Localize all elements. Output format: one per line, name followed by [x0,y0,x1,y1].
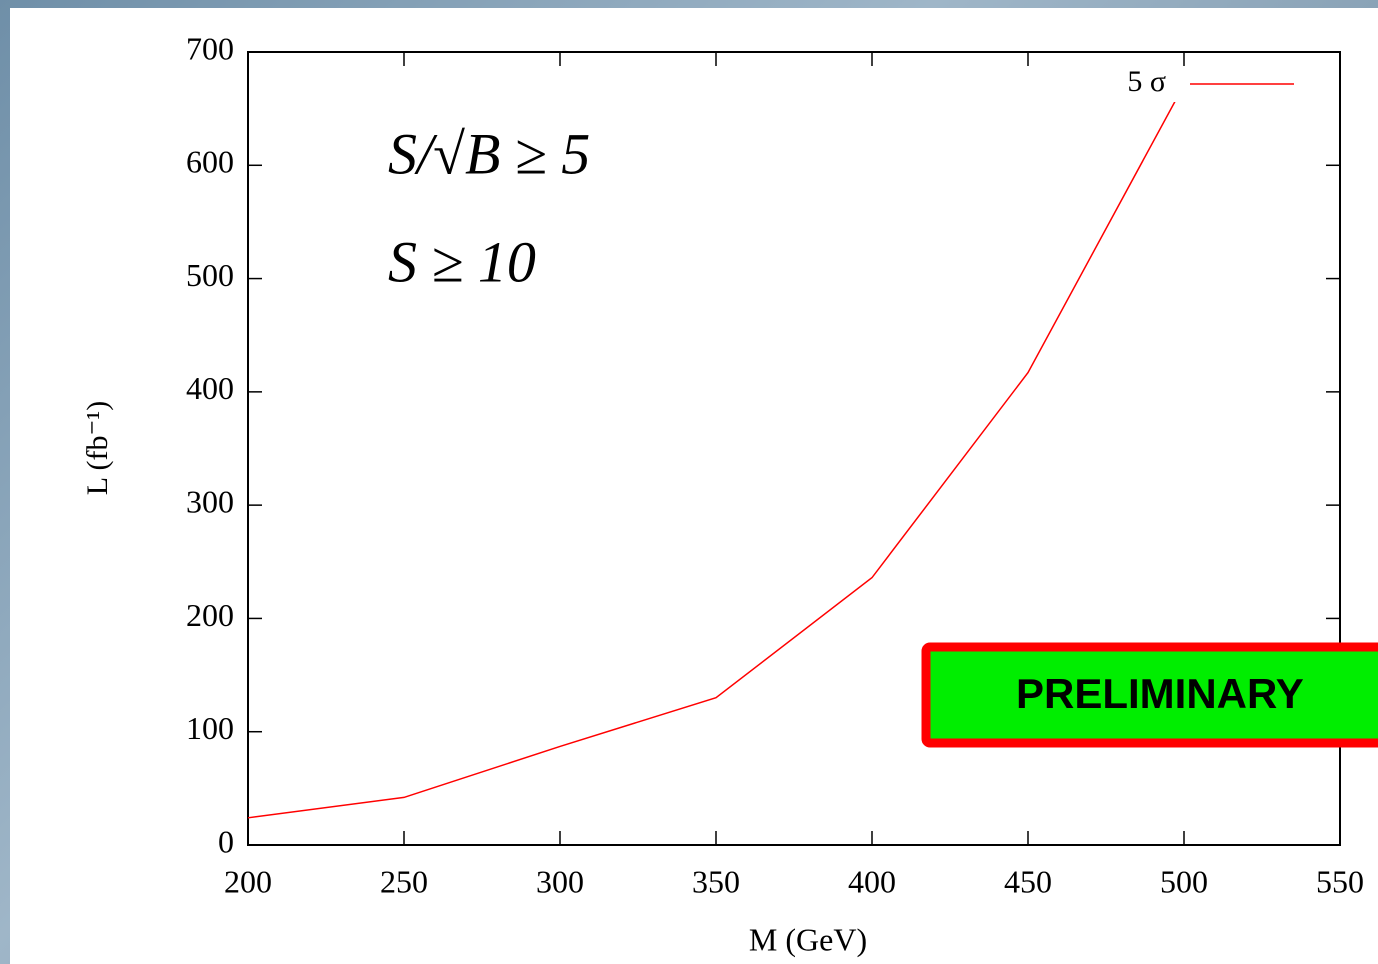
x-tick-label: 500 [1160,863,1208,899]
x-tick-label: 450 [1004,863,1052,899]
x-tick-label: 550 [1316,863,1364,899]
y-tick-label: 700 [186,30,234,66]
x-tick-label: 400 [848,863,896,899]
y-tick-label: 0 [218,823,234,859]
y-tick-label: 400 [186,370,234,406]
stamp-box [921,642,1378,748]
x-axis-label: M (GeV) [749,921,867,957]
legend-bg [1105,66,1185,102]
y-tick-label: 600 [186,144,234,180]
y-tick-label: 100 [186,710,234,746]
y-tick-label: 200 [186,597,234,633]
y-tick-label: 300 [186,483,234,519]
x-tick-label: 250 [380,863,428,899]
plot-frame [247,51,1341,846]
legend-label: 5 σ [1127,65,1166,98]
y-axis-label: L (fb⁻¹) [81,401,114,496]
x-tick-label: 300 [536,863,584,899]
x-tick-label: 200 [224,863,272,899]
y-tick-label: 500 [186,257,234,293]
panel [10,8,1378,964]
line [247,84,1185,819]
stamp-text: PRELIMINARY [1016,670,1304,717]
annotation: S/√B ≥ 5 [388,121,590,186]
x-tick-label: 350 [692,863,740,899]
annotation: S ≥ 10 [388,229,536,294]
